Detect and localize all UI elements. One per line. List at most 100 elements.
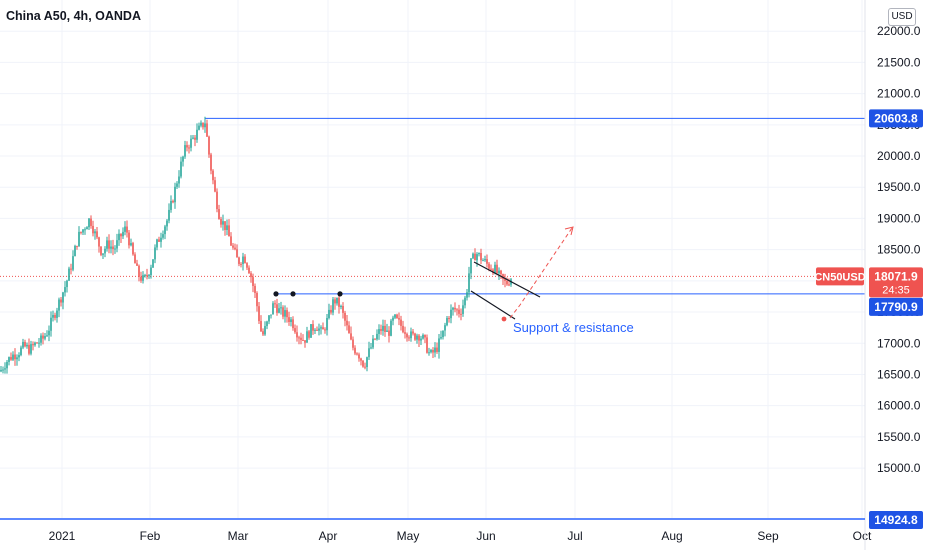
candle-body: [508, 284, 510, 286]
pattern-drawings: Support & resistance: [273, 226, 634, 335]
candle-body: [440, 337, 442, 339]
y-tick-label: 19500.0: [877, 180, 921, 194]
candle-body: [208, 136, 210, 155]
candlestick-series: [0, 116, 512, 374]
candle-body: [192, 137, 194, 139]
candle-body: [484, 259, 486, 261]
y-tick-label: 15000.0: [877, 461, 921, 475]
candle-body: [478, 253, 480, 255]
candle-body: [28, 344, 30, 354]
last-price-tag: 18071.9: [874, 269, 918, 283]
candle-body: [310, 324, 312, 338]
candle-body: [362, 360, 364, 367]
candle-body: [390, 320, 392, 336]
candle-body: [200, 122, 202, 126]
candle-body: [92, 225, 94, 234]
flag-lower-line: [470, 290, 516, 320]
candle-body: [108, 240, 110, 249]
candle-body: [84, 229, 86, 231]
candle-body: [494, 264, 496, 274]
level-support-tag-bg: [869, 297, 923, 316]
candle-body: [176, 183, 178, 187]
candle-body: [124, 226, 126, 232]
candle-body: [180, 161, 182, 177]
candle-body: [204, 123, 206, 128]
candle-body: [8, 357, 10, 362]
candle-body: [304, 340, 306, 343]
y-tick-label: 22000.0: [877, 24, 921, 38]
projection-arrow: [509, 227, 573, 319]
candle-body: [64, 287, 66, 293]
candle-body: [206, 123, 208, 137]
candle-body: [32, 344, 34, 346]
candle-body: [326, 317, 328, 331]
candle-body: [452, 307, 454, 310]
candle-body: [74, 245, 76, 257]
candle-body: [164, 226, 166, 235]
candle-body: [444, 325, 446, 331]
candle-body: [364, 366, 366, 368]
candle-body: [12, 354, 14, 360]
y-tick-label: 21500.0: [877, 55, 921, 69]
candle-body: [488, 263, 490, 269]
candle-body: [434, 347, 436, 353]
candle-body: [316, 329, 318, 331]
candle-body: [482, 260, 484, 262]
candle-body: [404, 332, 406, 334]
level-high-tag-bg: [869, 109, 923, 128]
y-tick-label: 15500.0: [877, 430, 921, 444]
candle-body: [262, 331, 264, 335]
candle-body: [178, 176, 180, 184]
candle-body: [2, 369, 4, 371]
candle-body: [154, 247, 156, 260]
candle-body: [296, 332, 298, 338]
candle-body: [336, 297, 338, 304]
candle-body: [500, 270, 502, 275]
candle-body: [90, 218, 92, 226]
candle-body: [470, 258, 472, 274]
candle-body: [284, 310, 286, 317]
countdown-tag: 24:35: [882, 284, 910, 296]
y-tick-label: 18500.0: [877, 243, 921, 257]
candle-body: [328, 309, 330, 318]
candle-body: [46, 335, 48, 337]
candle-body: [382, 325, 384, 331]
candle-body: [172, 200, 174, 203]
candle-body: [40, 335, 42, 343]
candle-body: [128, 232, 130, 246]
candle-body: [368, 348, 370, 358]
candle-body: [182, 156, 184, 162]
candle-body: [54, 314, 56, 318]
candle-body: [202, 122, 204, 128]
flag-upper-line: [473, 261, 541, 298]
candle-body: [486, 259, 488, 264]
candle-body: [82, 229, 84, 233]
x-tick-label: Jul: [567, 529, 582, 543]
candle-body: [126, 226, 128, 233]
candle-body: [266, 321, 268, 327]
candle-body: [100, 246, 102, 255]
candle-body: [156, 239, 158, 248]
candle-body: [282, 307, 284, 317]
candle-body: [298, 337, 300, 339]
candle-body: [254, 285, 256, 293]
candle-body: [52, 314, 54, 318]
currency-button[interactable]: USD: [888, 8, 916, 26]
candle-body: [24, 341, 26, 347]
candle-body: [418, 335, 420, 341]
candle-body: [16, 357, 18, 360]
candle-body: [224, 221, 226, 230]
candle-body: [492, 269, 494, 274]
candle-body: [4, 368, 6, 370]
candle-body: [58, 299, 60, 311]
candle-body: [402, 325, 404, 333]
candle-body: [30, 344, 32, 354]
candle-body: [432, 349, 434, 353]
candle-body: [190, 138, 192, 148]
candle-body: [442, 330, 444, 338]
candle-body: [456, 309, 458, 311]
candle-body: [38, 342, 40, 344]
candle-body: [498, 270, 500, 274]
